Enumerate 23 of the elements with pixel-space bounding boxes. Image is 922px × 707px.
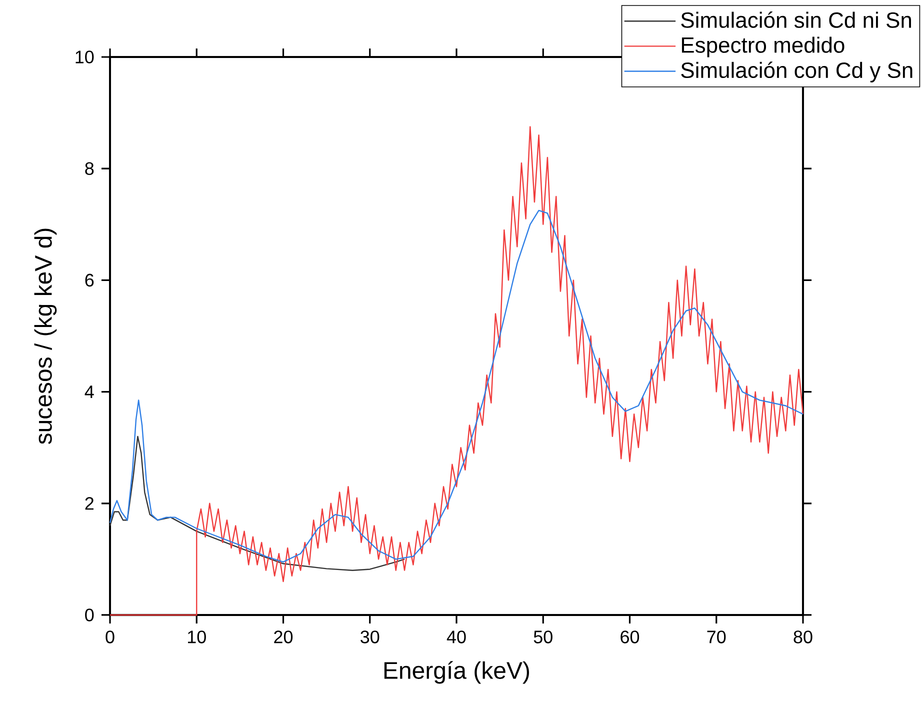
- y-tick-label: 2: [85, 497, 94, 510]
- y-tick-label: 10: [76, 50, 94, 64]
- legend-label: Espectro medido: [682, 36, 844, 58]
- x-tick-label: 40: [446, 630, 466, 644]
- y-tick-label: 0: [85, 608, 94, 622]
- legend-label: Simulación con Cd y Sn: [681, 62, 912, 82]
- x-tick-label: 0: [106, 630, 114, 644]
- x-tick-label: 50: [534, 630, 552, 644]
- y-axis-title: sucesos / (kg keV d): [34, 228, 57, 444]
- legend-label: Simulación sin Cd ni Sn: [681, 12, 911, 28]
- x-tick-label: 20: [274, 630, 293, 644]
- x-tick-label: 70: [707, 630, 726, 644]
- x-tick-label: 60: [620, 630, 640, 644]
- y-tick-label: 4: [84, 386, 94, 398]
- x-tick-label: 80: [794, 630, 812, 644]
- line-series: [109, 436, 406, 571]
- x-tick-label: 30: [360, 630, 380, 644]
- y-tick-label: 8: [85, 162, 94, 175]
- line-series: [109, 126, 804, 616]
- x-axis-title: Energía (keV): [384, 661, 529, 684]
- x-tick-label: 10: [188, 630, 206, 644]
- y-tick-label: 6: [85, 274, 94, 287]
- line-series: [109, 210, 804, 563]
